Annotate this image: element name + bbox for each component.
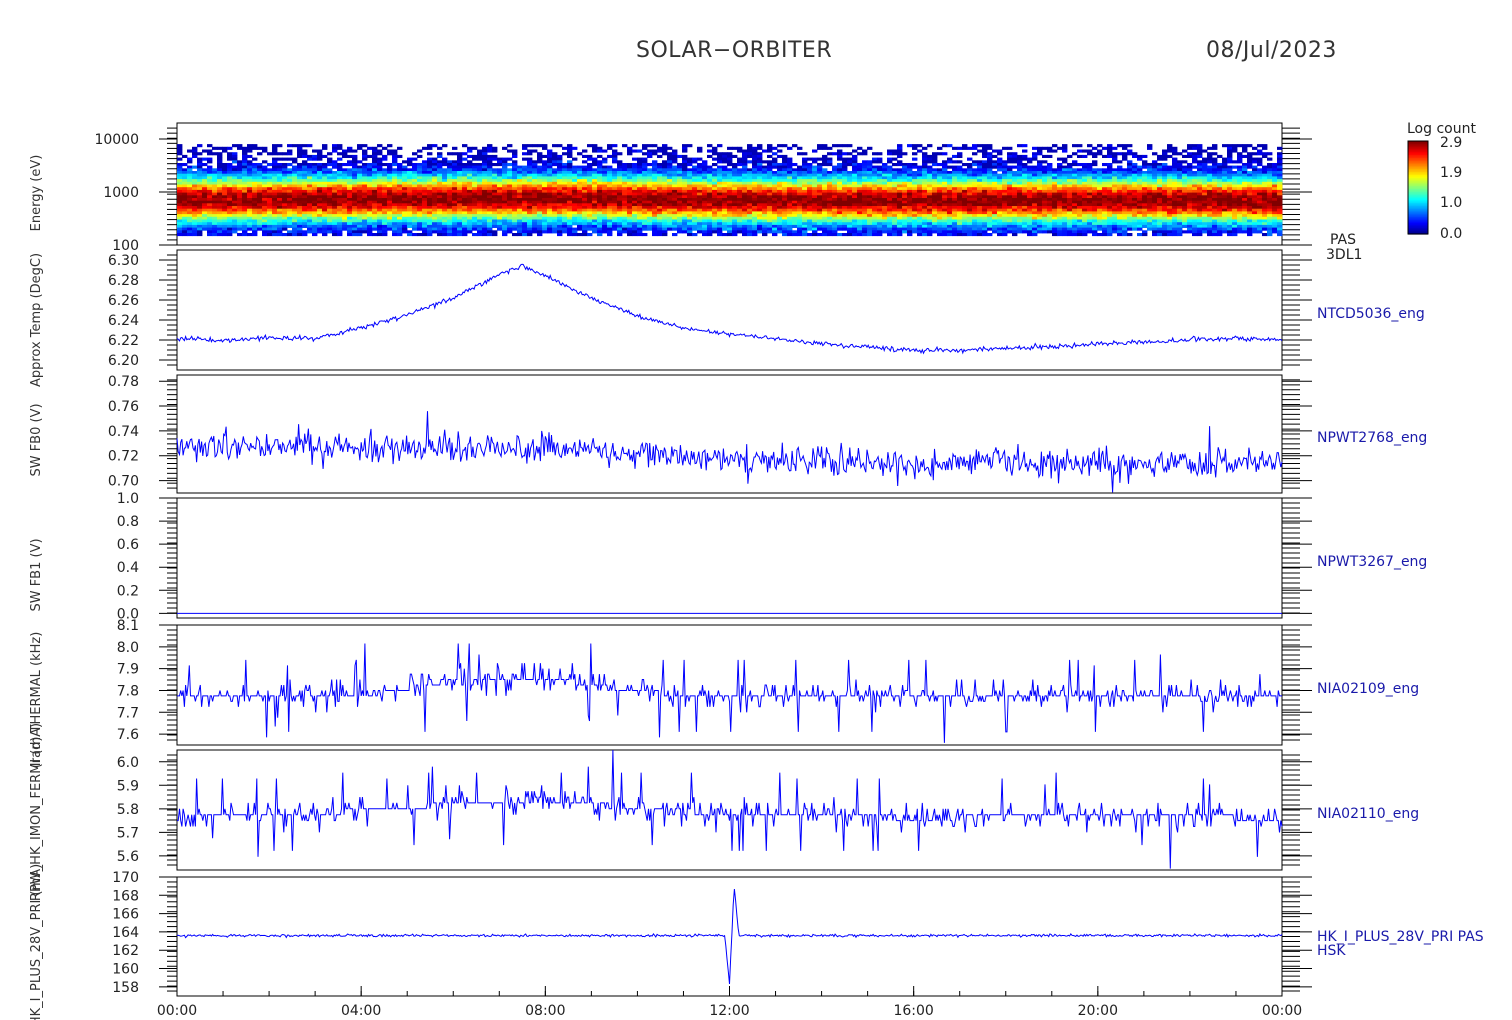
ytick-label-1: 6.24 (108, 313, 139, 329)
ytick-label-2: 0.74 (108, 424, 139, 440)
panel-frame-2 (176, 249, 1283, 371)
colorbar-title: Log count (1407, 121, 1476, 137)
panel-frame-6 (176, 749, 1283, 871)
colorbar-tick-label: 2.9 (1440, 135, 1462, 151)
series-label-HK_I_PLUS_28V_PRI PAS: HK_I_PLUS_28V_PRI PAS (1317, 929, 1484, 945)
series-line-NIA02109_eng (177, 643, 1282, 743)
xtick-label: 20:00 (1078, 1003, 1118, 1019)
ytick-label-1: 6.22 (108, 333, 139, 349)
panel-minor-ticks-7 (167, 881, 1300, 992)
y-axis-title: Approx Temp (DegC) (29, 253, 44, 387)
colorbar-tick-label: 1.9 (1440, 165, 1462, 181)
chart-date: 08/Jul/2023 (1206, 38, 1337, 63)
pas-side-label: PAS (1330, 232, 1356, 248)
ytick-label-3: 0.0 (117, 606, 139, 622)
ytick-label-6: 168 (112, 888, 139, 904)
panel-frame-4 (176, 497, 1283, 619)
y-axis-title: SW FB1 (V) (29, 538, 44, 611)
series-label-NPWT2768_eng: NPWT2768_eng (1317, 430, 1427, 446)
ytick-label-4: 7.7 (117, 705, 139, 721)
xtick-label: 00:00 (157, 1003, 197, 1019)
ytick-label-6: 160 (112, 962, 139, 978)
panel-minor-ticks-2 (167, 254, 1300, 366)
panel-minor-ticks-6 (167, 754, 1300, 866)
ytick-label-2: 0.72 (108, 449, 139, 465)
xtick-label: 08:00 (525, 1003, 565, 1019)
y-axis-title: SW FB0 (V) (29, 403, 44, 476)
ytick-label-4: 7.8 (117, 683, 139, 699)
colorbar-tick-label: 0.0 (1440, 226, 1462, 242)
panel-frame-3 (176, 374, 1283, 494)
series-label-NTCD5036_eng: NTCD5036_eng (1317, 306, 1425, 322)
ytick-label-5: 5.9 (117, 778, 139, 794)
series-label-NIA02109_eng: NIA02109_eng (1317, 681, 1419, 697)
series-line-HK_I_PLUS_28V_PRI PAS (176, 888, 1283, 985)
series-label-NIA02110_eng: NIA02110_eng (1317, 806, 1419, 822)
ytick-label-5: 6.0 (117, 755, 139, 771)
colorbar (1407, 140, 1429, 235)
series-line-NTCD5036_eng (176, 263, 1283, 355)
y-axis-title: HK_I_PLUS_28V_PRI (mA) (29, 864, 44, 1020)
ytick-label-3: 0.8 (117, 514, 139, 530)
ytick-label-6: 166 (112, 907, 139, 923)
pas-ytick-label: 1000 (103, 185, 139, 201)
ytick-label-1: 6.30 (108, 253, 139, 269)
ytick-label-5: 5.8 (117, 802, 139, 818)
panel-minor-ticks-5 (167, 629, 1300, 741)
ytick-label-2: 0.70 (108, 474, 139, 490)
ytick-label-3: 1.0 (117, 491, 139, 507)
ytick-label-2: 0.78 (108, 374, 139, 390)
ytick-label-3: 0.6 (117, 537, 139, 553)
ytick-label-6: 158 (112, 980, 139, 996)
series-label-NPWT3267_eng: NPWT3267_eng (1317, 554, 1427, 570)
colorbar-tick-label: 1.0 (1440, 195, 1462, 211)
series-label-HSK: HSK (1317, 943, 1346, 959)
ytick-label-4: 8.0 (117, 640, 139, 656)
y-axis-title: (rad) THERMAL (kHz) (29, 632, 44, 769)
y-axis-title: RPW_HK_IMON_FERMI (mA) (29, 723, 44, 901)
panel-minor-ticks-3 (167, 379, 1300, 489)
pas-ytick-label: 10000 (94, 132, 139, 148)
ytick-label-3: 0.2 (117, 583, 139, 599)
ytick-label-1: 6.28 (108, 273, 139, 289)
series-line-NPWT2768_eng (176, 411, 1283, 493)
ytick-label-1: 6.26 (108, 293, 139, 309)
series-line-NIA02110_eng (177, 749, 1283, 869)
ytick-label-6: 170 (112, 870, 139, 886)
pas-spectrogram (177, 144, 1283, 237)
panel-minor-ticks-4 (167, 502, 1300, 614)
ytick-label-4: 7.6 (117, 727, 139, 743)
ytick-label-4: 8.1 (117, 618, 139, 634)
pas-side-label: 3DL1 (1326, 247, 1362, 263)
ytick-label-4: 7.9 (117, 662, 139, 678)
xtick-label: 00:00 (1262, 1003, 1302, 1019)
panel-minor-ticks-1 (167, 127, 1300, 241)
ytick-label-2: 0.76 (108, 399, 139, 415)
ytick-label-5: 5.6 (117, 849, 139, 865)
y-axis-title: Energy (eV) (29, 155, 44, 232)
ytick-label-6: 164 (112, 925, 139, 941)
ytick-label-6: 162 (112, 943, 139, 959)
xtick-label: 16:00 (893, 1003, 933, 1019)
xtick-label: 12:00 (709, 1003, 749, 1019)
chart-title: SOLAR−ORBITER (636, 38, 833, 63)
ytick-label-1: 6.20 (108, 353, 139, 369)
pas-ytick-label: 100 (112, 238, 139, 254)
xtick-label: 04:00 (341, 1003, 381, 1019)
ytick-label-5: 5.7 (117, 825, 139, 841)
ytick-label-3: 0.4 (117, 560, 139, 576)
